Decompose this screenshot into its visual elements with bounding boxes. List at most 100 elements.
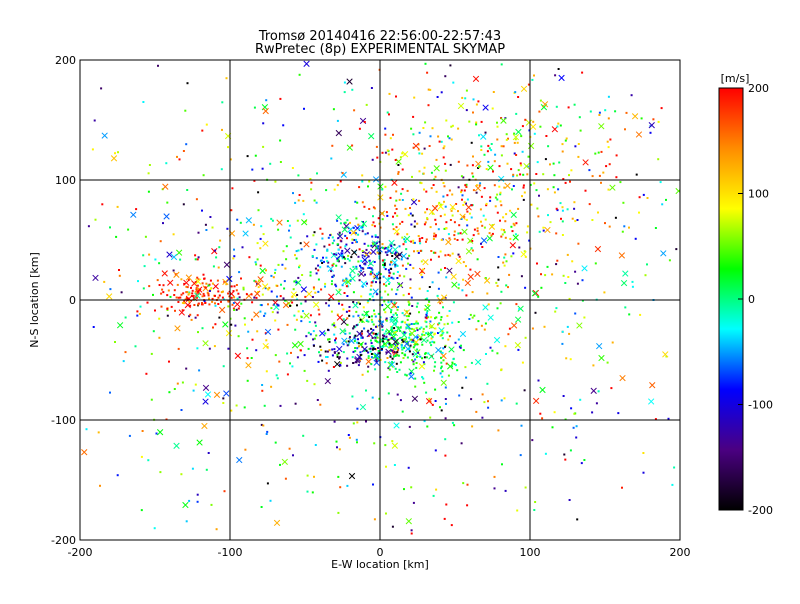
scatter-point-c0 [465,183,468,186]
scatter-point-c6 [444,254,447,257]
scatter-point-c6 [440,238,443,241]
scatter-point-c0 [589,110,592,113]
scatter-point-c4 [227,292,230,295]
scatter-point-c2 [392,305,395,308]
scatter-cross-c0 [487,314,494,321]
scatter-point-c4 [173,294,176,296]
scatter-point-c0 [169,295,172,298]
scatter-point-c2 [414,358,417,361]
scatter-point-c5 [607,117,610,120]
scatter-point-c2 [370,315,373,318]
scatter-cross-c0 [620,279,628,287]
scatter-point-c0 [575,425,578,428]
scatter-cross-c1 [358,270,365,277]
scatter-point-c1 [376,247,379,250]
scatter-point-c2 [376,340,379,343]
scatter-point-c0 [555,232,558,235]
scatter-point-c0 [288,447,291,450]
scatter-point-c0 [246,357,249,360]
scatter-point-c3 [344,332,347,335]
scatter-point-c2 [415,356,418,358]
scatter-point-c1 [356,241,358,243]
scatter-point-c2 [393,355,395,358]
scatter-cross-c0 [675,187,680,195]
scatter-point-c0 [138,312,141,315]
scatter-point-c6 [460,189,463,192]
scatter-point-c6 [430,258,432,261]
scatter-point-c0 [597,390,600,393]
scatter-point-c7 [277,304,280,307]
scatter-point-c2 [402,332,405,335]
scatter-point-c0 [461,289,464,292]
scatter-point-c0 [493,475,496,478]
scatter-point-c6 [499,219,501,222]
scatter-point-c2 [411,359,414,361]
scatter-point-c1 [361,230,364,233]
scatter-point-c6 [401,220,404,223]
scatter-point-c0 [652,118,655,121]
scatter-point-c7 [309,333,312,336]
scatter-point-c5 [540,286,543,289]
scatter-point-c7 [327,304,330,307]
scatter-point-c3 [349,336,351,339]
scatter-point-c4 [210,287,213,290]
scatter-point-c0 [198,369,201,372]
scatter-cross-c0 [486,235,493,242]
scatter-point-c5 [553,191,556,194]
scatter-point-c4 [232,290,235,293]
scatter-point-c6 [452,301,455,304]
scatter-point-c3 [355,324,358,327]
scatter-point-c0 [462,261,465,264]
scatter-point-c7 [277,328,280,331]
scatter-point-c0 [246,155,249,158]
scatter-point-c5 [549,163,551,166]
scatter-point-c0 [628,313,631,316]
scatter-point-c6 [358,248,361,251]
scatter-point-c2 [356,323,359,326]
scatter-point-c1 [354,200,357,203]
scatter-point-c0 [412,133,415,136]
scatter-cross-c2 [400,336,408,344]
scatter-point-c3 [401,339,404,341]
scatter-point-c0 [373,518,376,521]
scatter-cross-c5 [457,102,465,110]
scatter-point-c4 [156,279,159,282]
scatter-point-c3 [375,325,377,328]
scatter-point-c3 [333,324,336,327]
scatter-cross-c0 [596,342,603,350]
scatter-point-c5 [646,197,649,199]
scatter-point-c2 [457,321,460,323]
scatter-point-c6 [423,188,425,191]
scatter-point-c7 [236,297,239,300]
scatter-point-c0 [92,326,95,328]
scatter-point-c5 [434,175,437,178]
scatter-point-c5 [588,169,591,172]
scatter-point-c2 [426,310,429,312]
scatter-point-c5 [477,100,480,103]
scatter-point-c0 [303,369,306,372]
scatter-point-c5 [427,104,430,107]
scatter-point-c1 [393,243,396,246]
scatter-cross-c0 [262,342,269,350]
scatter-point-c2 [384,344,387,347]
scatter-point-c0 [556,209,559,212]
scatter-point-c0 [428,397,431,400]
scatter-point-c1 [351,241,354,244]
scatter-point-c2 [377,350,380,352]
scatter-point-c7 [236,218,239,221]
scatter-point-c0 [158,317,161,320]
scatter-point-c0 [127,228,130,231]
scatter-point-c1 [338,231,341,234]
scatter-cross-c6 [445,238,452,246]
scatter-point-c2 [367,320,370,323]
scatter-point-c1 [394,263,397,266]
scatter-point-c0 [302,434,305,437]
scatter-point-c5 [507,286,509,289]
scatter-point-c7 [237,292,240,295]
scatter-point-c4 [211,300,214,303]
scatter-cross-c2 [384,303,391,310]
scatter-point-c4 [186,297,189,300]
scatter-point-c0 [565,357,568,360]
scatter-point-c5 [401,199,404,201]
scatter-point-c0 [209,288,212,291]
